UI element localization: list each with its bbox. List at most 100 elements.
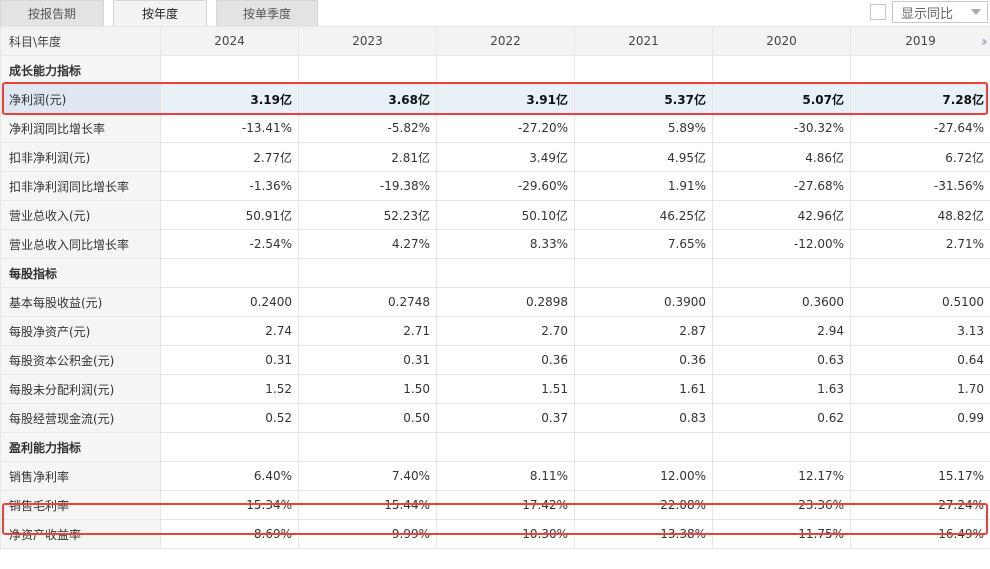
financial-indicators-table: 科目\年度 2024 2023 2022 2021 2020 2019 ›› 成… (0, 26, 990, 549)
row-label: 基本每股收益(元) (0, 287, 161, 317)
table-cell: 5.07亿 (712, 84, 851, 114)
table-cell: 1.50 (298, 374, 437, 404)
table-row: 每股未分配利润(元) 1.52 1.50 1.51 1.61 1.63 1.70 (0, 374, 990, 404)
column-header-year-last: 2019 ›› (850, 26, 990, 56)
table-cell: 27.24% (850, 490, 990, 520)
row-label: 净利润同比增长率 (0, 113, 161, 143)
table-cell: 0.63 (712, 345, 851, 375)
table-cell: 6.40% (160, 461, 299, 491)
table-cell: 12.17% (712, 461, 851, 491)
table-cell: -2.54% (160, 229, 299, 259)
table-header-row: 科目\年度 2024 2023 2022 2021 2020 2019 ›› (0, 26, 990, 56)
table-row: 每股净资产(元) 2.74 2.71 2.70 2.87 2.94 3.13 (0, 316, 990, 346)
table-cell: 2.81亿 (298, 142, 437, 172)
table-cell: 8.11% (436, 461, 575, 491)
table-cell: 1.61 (574, 374, 713, 404)
table-cell: 1.91% (574, 171, 713, 201)
table-cell (298, 258, 437, 288)
table-cell: -13.41% (160, 113, 299, 143)
section-row: 每股指标 (0, 258, 990, 288)
row-label: 每股净资产(元) (0, 316, 161, 346)
table-cell: 0.52 (160, 403, 299, 433)
table-cell: 6.72亿 (850, 142, 990, 172)
table-cell: 15.17% (850, 461, 990, 491)
table-cell: 4.27% (298, 229, 437, 259)
table-cell: -5.82% (298, 113, 437, 143)
table-cell (436, 432, 575, 462)
table-row: 销售毛利率 15.34% 15.44% 17.42% 22.08% 23.36% 27.24… (0, 490, 990, 520)
table-cell: 9.99% (298, 519, 437, 549)
column-header-year: 2019 (905, 34, 936, 48)
table-cell: -1.36% (160, 171, 299, 201)
table-cell: 2.70 (436, 316, 575, 346)
table-cell: 0.3600 (712, 287, 851, 317)
table-cell (436, 55, 575, 85)
section-row: 成长能力指标 (0, 55, 990, 85)
table-cell: 15.34% (160, 490, 299, 520)
table-cell: 3.13 (850, 316, 990, 346)
table-cell: 0.5100 (850, 287, 990, 317)
table-cell: 2.71% (850, 229, 990, 259)
table-cell: 8.69% (160, 519, 299, 549)
column-header-subject: 科目\年度 (0, 26, 161, 56)
yoy-checkbox[interactable] (870, 4, 886, 20)
table-cell: 12.00% (574, 461, 713, 491)
table-cell: -30.32% (712, 113, 851, 143)
table-cell: -19.38% (298, 171, 437, 201)
table-cell: -27.68% (712, 171, 851, 201)
table-cell: 3.68亿 (298, 84, 437, 114)
table-cell: 2.74 (160, 316, 299, 346)
row-label: 每股资本公积金(元) (0, 345, 161, 375)
table-row: 净资产收益率 8.69% 9.99% 10.30% 13.38% 11.75% 16.49% (0, 519, 990, 549)
table-cell: 46.25亿 (574, 200, 713, 230)
table-cell: -29.60% (436, 171, 575, 201)
table-cell: 22.08% (574, 490, 713, 520)
column-header-year: 2020 (712, 26, 851, 56)
table-cell: 0.31 (160, 345, 299, 375)
yoy-select[interactable]: 显示同比 (892, 1, 988, 23)
table-cell: 2.94 (712, 316, 851, 346)
table-cell: 10.30% (436, 519, 575, 549)
table-cell (850, 432, 990, 462)
table-cell: 16.49% (850, 519, 990, 549)
tab-by-report-period[interactable]: 按报告期 (0, 0, 104, 26)
yoy-select-label: 显示同比 (901, 6, 954, 22)
chevron-down-icon (971, 9, 981, 15)
column-header-year: 2024 (160, 26, 299, 56)
tab-by-single-quarter[interactable]: 按单季度 (216, 0, 318, 26)
double-chevron-right-icon[interactable]: ›› (980, 34, 988, 50)
table-row: 每股经营现金流(元) 0.52 0.50 0.37 0.83 0.62 0.99 (0, 403, 990, 433)
table-cell (298, 432, 437, 462)
table-cell: 2.71 (298, 316, 437, 346)
table-row: 每股资本公积金(元) 0.31 0.31 0.36 0.36 0.63 0.64 (0, 345, 990, 375)
table-cell (850, 258, 990, 288)
table-cell: 50.10亿 (436, 200, 575, 230)
table-cell: 0.36 (436, 345, 575, 375)
row-label: 净利润(元) (0, 84, 161, 114)
table-cell: 0.31 (298, 345, 437, 375)
table-row: 扣非净利润同比增长率 -1.36% -19.38% -29.60% 1.91% -27.6… (0, 171, 990, 201)
table-cell (160, 432, 299, 462)
table-cell: 17.42% (436, 490, 575, 520)
table-cell (436, 258, 575, 288)
table-cell: 4.95亿 (574, 142, 713, 172)
tab-by-year[interactable]: 按年度 (113, 0, 207, 28)
table-cell (712, 258, 851, 288)
table-row: 营业总收入同比增长率 -2.54% 4.27% 8.33% 7.65% -12.00% 2.… (0, 229, 990, 259)
table-cell: 0.83 (574, 403, 713, 433)
row-label: 扣非净利润(元) (0, 142, 161, 172)
table-cell: 0.36 (574, 345, 713, 375)
table-cell: 8.33% (436, 229, 575, 259)
table-cell: 52.23亿 (298, 200, 437, 230)
table-cell: 1.52 (160, 374, 299, 404)
table-cell (850, 55, 990, 85)
table-cell: 1.51 (436, 374, 575, 404)
table-cell: 5.89% (574, 113, 713, 143)
section-title: 成长能力指标 (0, 55, 161, 85)
table-cell (298, 55, 437, 85)
table-cell (574, 432, 713, 462)
table-cell: 0.99 (850, 403, 990, 433)
section-title: 每股指标 (0, 258, 161, 288)
table-cell: 0.62 (712, 403, 851, 433)
table-row: 扣非净利润(元) 2.77亿 2.81亿 3.49亿 4.95亿 4.86亿 6.72亿 (0, 142, 990, 172)
